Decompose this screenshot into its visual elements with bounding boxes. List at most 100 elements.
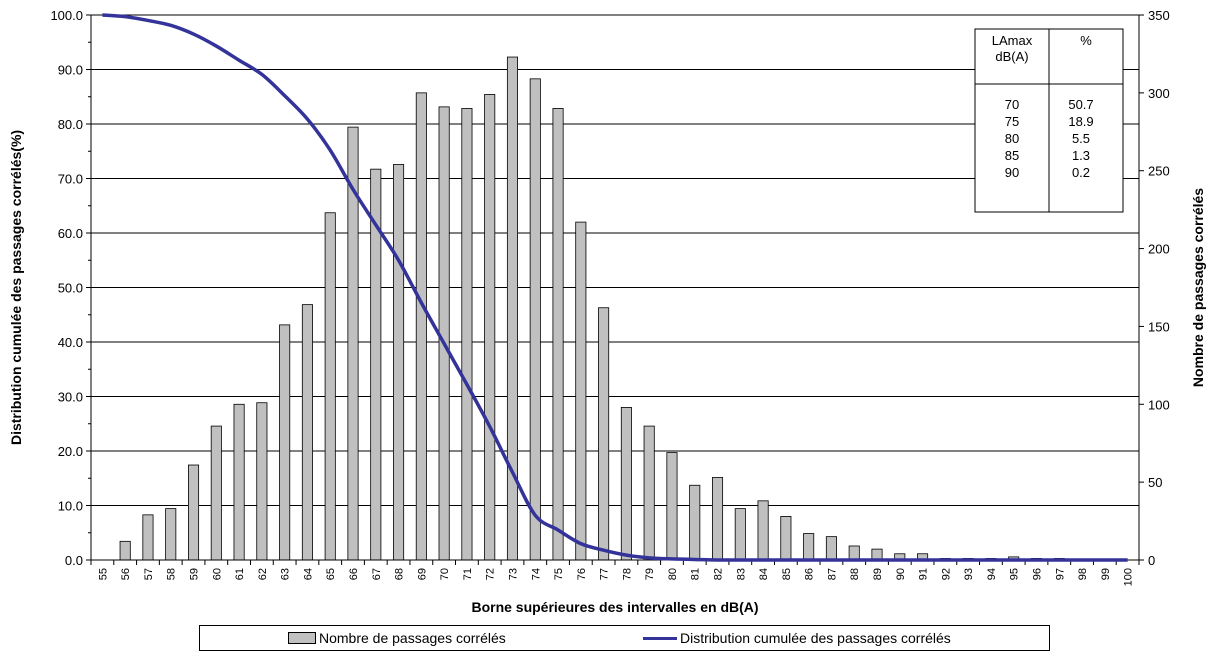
x-tick-label: 96 xyxy=(1031,568,1043,580)
x-tick-label: 85 xyxy=(781,568,793,580)
x-tick-label: 60 xyxy=(211,568,223,580)
x-tick-label: 78 xyxy=(621,568,633,580)
y-right-tick-label: 150 xyxy=(1148,319,1170,334)
x-tick-label: 92 xyxy=(940,568,952,580)
y-right-tick-label: 100 xyxy=(1148,397,1170,412)
bar xyxy=(461,108,473,561)
bar xyxy=(666,452,678,561)
x-axis-title: Borne supérieures des intervalles en dB(… xyxy=(471,599,758,615)
x-tick-label: 76 xyxy=(576,568,588,580)
x-tick-label: 67 xyxy=(371,568,383,580)
x-tick-label: 98 xyxy=(1077,568,1089,580)
x-tick-label: 88 xyxy=(849,568,861,580)
x-tick-label: 65 xyxy=(325,568,337,580)
bar xyxy=(142,514,154,561)
table-cell-percent: 0.2 xyxy=(1072,165,1090,180)
bar xyxy=(757,500,769,561)
x-tick-label: 97 xyxy=(1054,568,1066,580)
x-tick-label: 91 xyxy=(918,568,930,580)
bar xyxy=(780,516,792,561)
bar xyxy=(393,164,405,561)
y-right-tick-label: 200 xyxy=(1148,242,1170,257)
x-tick-label: 62 xyxy=(257,568,269,580)
bar xyxy=(210,425,222,561)
bar xyxy=(689,484,701,561)
x-tick-label: 61 xyxy=(234,568,246,580)
y-left-tick-label: 90.0 xyxy=(58,63,83,78)
x-tick-label: 83 xyxy=(735,568,747,580)
x-tick-label: 68 xyxy=(394,568,406,580)
bar xyxy=(711,477,724,561)
x-tick-label: 81 xyxy=(690,568,702,580)
bar xyxy=(119,540,131,561)
x-tick-label: 63 xyxy=(280,568,292,580)
bar xyxy=(438,106,450,561)
x-tick-label: 99 xyxy=(1100,568,1112,580)
x-tick-label: 58 xyxy=(166,568,178,580)
chart-legend: Nombre de passages corrélés Distribution… xyxy=(199,625,1050,651)
x-tick-label: 77 xyxy=(599,568,611,580)
y-left-tick-label: 70.0 xyxy=(58,172,83,187)
x-tick-label: 69 xyxy=(416,568,428,580)
bar xyxy=(256,402,268,561)
bar xyxy=(643,425,655,561)
y-left-tick-label: 60.0 xyxy=(58,226,83,241)
y-axis-right-title: Nombre de passages corrélés xyxy=(1190,188,1206,387)
x-tick-label: 82 xyxy=(713,568,725,580)
table-header-lamax: LAmax xyxy=(992,33,1033,48)
x-tick-label: 86 xyxy=(804,568,816,580)
bar xyxy=(552,108,564,561)
legend-line-label: Distribution cumulée des passages corrél… xyxy=(680,630,951,646)
x-tick-label: 73 xyxy=(507,568,519,580)
x-tick-label: 64 xyxy=(302,568,314,580)
bar xyxy=(620,406,632,561)
bar xyxy=(484,94,496,561)
legend-line-swatch xyxy=(643,636,677,640)
bar xyxy=(598,307,610,561)
bar xyxy=(803,533,815,561)
bar xyxy=(734,508,746,561)
x-tick-label: 89 xyxy=(872,568,884,580)
bar xyxy=(575,221,587,561)
x-tick-label: 87 xyxy=(826,568,838,580)
bar xyxy=(233,403,245,561)
y-left-tick-label: 0.0 xyxy=(65,553,83,568)
bar xyxy=(825,536,837,561)
y-left-tick-label: 100.0 xyxy=(50,8,83,23)
x-tick-label: 100 xyxy=(1123,568,1135,586)
bar xyxy=(301,304,313,561)
bar xyxy=(415,92,427,561)
x-tick-label: 55 xyxy=(97,568,109,580)
cumulative-line xyxy=(102,13,1128,562)
y-right-tick-label: 300 xyxy=(1148,86,1170,101)
table-cell-percent: 1.3 xyxy=(1072,148,1090,163)
table-cell-lamax: 70 xyxy=(1005,97,1019,112)
x-tick-label: 72 xyxy=(485,568,497,580)
x-tick-label: 56 xyxy=(120,568,132,580)
x-tick-label: 74 xyxy=(530,568,542,580)
bar xyxy=(324,212,336,561)
bar xyxy=(279,324,291,561)
y-right-tick-label: 50 xyxy=(1148,475,1162,490)
bar xyxy=(187,464,200,561)
y-left-tick-label: 10.0 xyxy=(58,499,83,514)
table-cell-lamax: 90 xyxy=(1005,165,1019,180)
legend-item-bars: Nombre de passages corrélés xyxy=(288,630,506,646)
bar xyxy=(848,545,860,561)
x-tick-label: 79 xyxy=(644,568,656,580)
y-right-tick-label: 250 xyxy=(1148,164,1170,179)
table-header-unit: dB(A) xyxy=(995,49,1028,64)
x-tick-label: 59 xyxy=(189,568,201,580)
x-tick-label: 71 xyxy=(462,568,474,580)
table-cell-percent: 50.7 xyxy=(1068,97,1093,112)
y-right-tick-label: 0 xyxy=(1148,553,1155,568)
table-cell-percent: 5.5 xyxy=(1072,131,1090,146)
bar xyxy=(506,56,519,561)
x-tick-label: 93 xyxy=(963,568,975,580)
x-tick-label: 70 xyxy=(439,568,451,580)
table-header-percent: % xyxy=(1080,33,1092,48)
x-tick-label: 90 xyxy=(895,568,907,580)
table-cell-lamax: 80 xyxy=(1005,131,1019,146)
y-left-tick-label: 20.0 xyxy=(58,444,83,459)
y-left-tick-label: 50.0 xyxy=(58,281,83,296)
